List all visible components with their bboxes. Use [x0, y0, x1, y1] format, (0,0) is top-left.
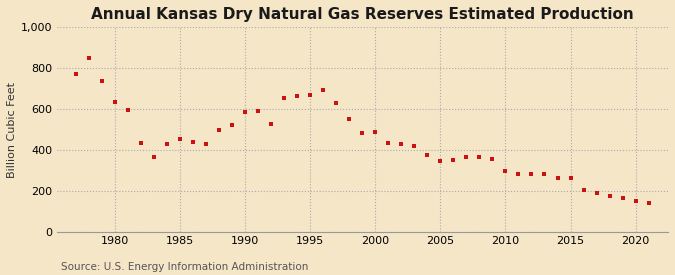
Point	[227, 123, 238, 128]
Point	[240, 110, 251, 114]
Point	[357, 130, 368, 135]
Point	[370, 130, 381, 134]
Point	[435, 159, 446, 164]
Point	[578, 188, 589, 192]
Point	[383, 141, 394, 145]
Point	[331, 101, 342, 105]
Point	[110, 100, 121, 104]
Point	[136, 141, 146, 145]
Point	[643, 201, 654, 205]
Point	[487, 157, 498, 161]
Point	[552, 175, 563, 180]
Point	[539, 171, 550, 176]
Point	[318, 87, 329, 92]
Point	[162, 142, 173, 146]
Title: Annual Kansas Dry Natural Gas Reserves Estimated Production: Annual Kansas Dry Natural Gas Reserves E…	[91, 7, 634, 22]
Point	[630, 199, 641, 204]
Point	[500, 168, 511, 173]
Point	[71, 72, 82, 76]
Point	[565, 175, 576, 180]
Point	[266, 122, 277, 127]
Point	[149, 155, 160, 160]
Point	[513, 171, 524, 176]
Point	[409, 144, 420, 148]
Text: Source: U.S. Energy Information Administration: Source: U.S. Energy Information Administ…	[61, 262, 308, 272]
Point	[292, 94, 303, 98]
Point	[474, 155, 485, 160]
Y-axis label: Billion Cubic Feet: Billion Cubic Feet	[7, 82, 17, 178]
Point	[201, 142, 212, 146]
Point	[396, 142, 407, 146]
Point	[214, 127, 225, 132]
Point	[305, 93, 316, 97]
Point	[279, 96, 290, 100]
Point	[253, 109, 264, 113]
Point	[344, 117, 355, 122]
Point	[591, 191, 602, 195]
Point	[123, 108, 134, 112]
Point	[461, 155, 472, 160]
Point	[448, 158, 459, 163]
Point	[84, 56, 95, 60]
Point	[188, 140, 198, 144]
Point	[97, 79, 108, 84]
Point	[422, 153, 433, 157]
Point	[526, 171, 537, 176]
Point	[617, 196, 628, 200]
Point	[175, 137, 186, 141]
Point	[604, 194, 615, 198]
